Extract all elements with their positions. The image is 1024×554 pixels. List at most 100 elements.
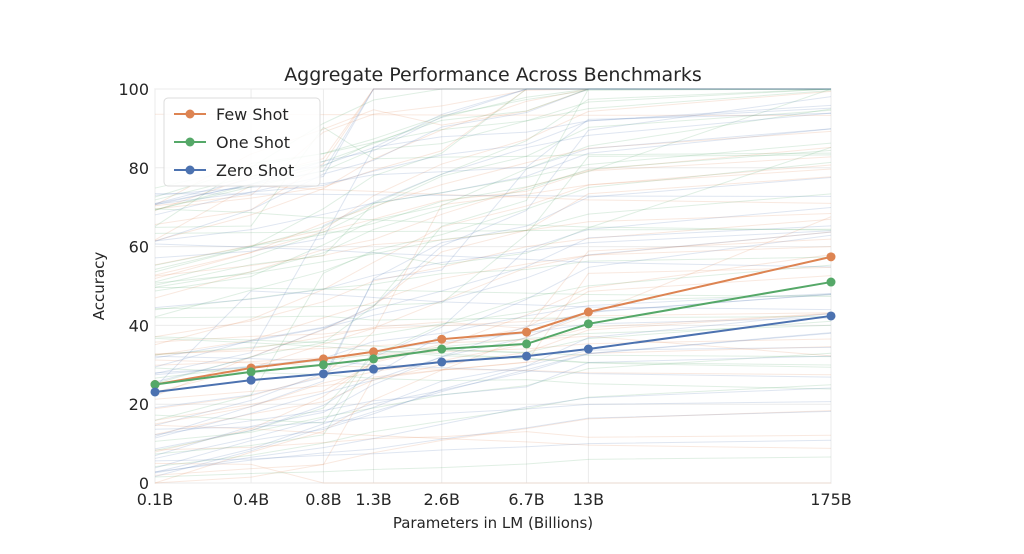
benchmark-line <box>154 337 832 368</box>
benchmark-line <box>154 315 832 321</box>
data-point <box>369 347 379 357</box>
benchmark-line <box>154 313 832 435</box>
benchmark-line <box>154 90 832 266</box>
benchmark-line <box>154 109 832 283</box>
data-point <box>369 364 379 374</box>
benchmark-line <box>154 431 832 451</box>
benchmark-line <box>154 228 832 234</box>
benchmark-line <box>154 462 831 484</box>
legend-box <box>163 97 321 187</box>
data-point <box>150 380 160 389</box>
benchmark-line <box>154 401 832 430</box>
benchmark-line <box>154 88 831 216</box>
benchmark-line <box>154 292 832 376</box>
data-point <box>583 344 593 354</box>
benchmark-line <box>154 168 832 410</box>
data-point <box>437 344 447 354</box>
benchmark-line <box>154 335 832 357</box>
benchmark-line <box>154 243 832 268</box>
data-point <box>318 369 328 379</box>
benchmark-line <box>154 230 832 309</box>
y-tick-label: 20 <box>129 395 149 414</box>
x-tick-label: 1.3B <box>355 490 391 509</box>
data-point <box>318 360 328 370</box>
benchmark-line <box>154 142 832 286</box>
benchmark-line <box>154 286 832 298</box>
legend-marker <box>185 165 195 175</box>
benchmark-line <box>154 161 832 421</box>
benchmark-line <box>154 313 832 473</box>
benchmark-line <box>154 208 832 231</box>
data-point <box>150 387 160 397</box>
x-axis-label: Parameters in LM (Billions) <box>393 514 593 532</box>
benchmark-line <box>154 193 832 197</box>
legend: Few Shot One Shot Zero Shot <box>163 97 321 187</box>
benchmark-line <box>154 112 832 375</box>
series-line-one-shot <box>154 281 832 386</box>
benchmark-line <box>154 128 832 242</box>
benchmark-line <box>154 332 832 477</box>
benchmark-line <box>154 359 832 376</box>
benchmark-line <box>154 410 832 484</box>
benchmark-line <box>154 456 832 478</box>
legend-label: Few Shot <box>216 105 289 124</box>
benchmark-line <box>154 355 832 436</box>
benchmark-line <box>154 126 832 228</box>
series-lines <box>150 252 836 397</box>
benchmark-line <box>154 128 832 409</box>
data-point <box>369 354 379 364</box>
benchmark-line <box>154 346 832 400</box>
benchmark-line <box>154 352 832 442</box>
y-tick-label: 40 <box>129 316 149 335</box>
benchmark-line <box>154 346 832 469</box>
data-point <box>583 307 593 317</box>
benchmark-line <box>154 290 832 388</box>
benchmark-line <box>154 88 832 266</box>
data-point <box>437 357 447 367</box>
benchmark-line <box>154 108 832 292</box>
y-tick-label: 80 <box>129 159 149 178</box>
benchmark-line <box>154 88 831 273</box>
data-point <box>246 375 256 385</box>
y-tick-label: 100 <box>118 80 149 99</box>
benchmark-line <box>154 213 832 277</box>
benchmark-line <box>154 107 832 259</box>
benchmark-line <box>154 104 832 205</box>
data-point <box>826 311 836 321</box>
x-tick-label: 2.6B <box>424 490 460 509</box>
benchmark-line <box>154 349 832 424</box>
benchmark-line <box>154 146 832 299</box>
benchmark-line <box>154 130 832 276</box>
benchmark-line <box>154 387 832 474</box>
legend-marker <box>185 109 195 119</box>
benchmark-line <box>154 439 832 462</box>
benchmark-line <box>154 176 832 397</box>
x-tick-label: 0.8B <box>305 490 341 509</box>
benchmark-line <box>154 88 832 270</box>
benchmark-line <box>154 146 832 318</box>
benchmark-line <box>154 156 832 279</box>
data-point <box>246 367 256 377</box>
x-tick-label: 175B <box>810 490 852 509</box>
benchmark-line <box>154 266 832 476</box>
data-point <box>522 327 532 337</box>
benchmark-line <box>154 332 832 459</box>
benchmark-line <box>154 275 832 453</box>
series-line-zero-shot <box>154 314 832 393</box>
benchmark-line <box>154 312 832 343</box>
x-tick-label: 13B <box>573 490 604 509</box>
data-point <box>826 252 836 262</box>
data-point <box>826 277 836 287</box>
legend-label: One Shot <box>216 133 290 152</box>
benchmark-line <box>154 88 831 385</box>
series-line-few-shot <box>154 255 832 386</box>
benchmark-line <box>154 238 832 356</box>
legend-label: Zero Shot <box>216 161 294 180</box>
benchmark-line <box>154 88 831 242</box>
axis-ticks: 0 20 40 60 80 100 0.1B 0.4B 0.8B 1.3B 2.6B 6.7B 13B 1… <box>118 80 851 509</box>
legend-marker <box>185 137 195 147</box>
benchmark-line <box>154 246 832 356</box>
benchmark-line <box>154 112 832 196</box>
